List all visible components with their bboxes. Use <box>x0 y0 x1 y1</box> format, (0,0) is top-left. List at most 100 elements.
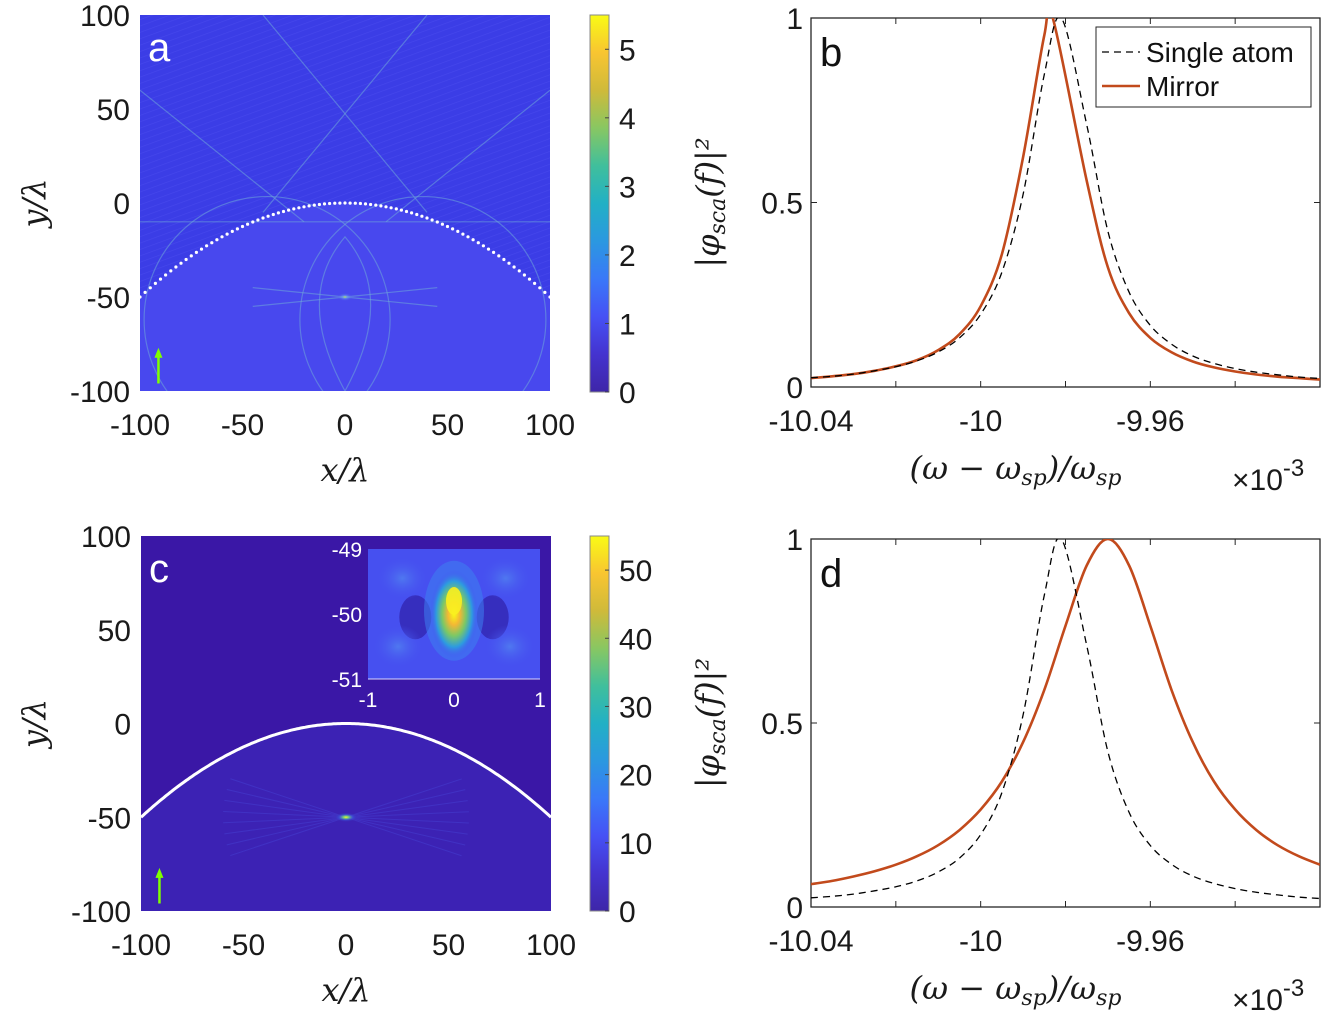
caustic-line <box>140 89 305 223</box>
mirror-dot <box>379 204 383 208</box>
series-lines-d <box>811 539 1320 900</box>
mirror-dot <box>297 206 301 210</box>
inset-side-lobe <box>483 624 536 669</box>
colorbar-tick-label: 1 <box>619 308 636 341</box>
label-part: |φ <box>689 234 727 268</box>
x-tick-label: 50 <box>432 929 465 962</box>
mirror-dot <box>543 290 547 294</box>
y-tick-label: -50 <box>88 802 131 835</box>
y-axis-label-c: y/λ <box>15 699 53 750</box>
multiplier-text: ×10-3 <box>1232 455 1304 497</box>
mirror-dot <box>420 214 424 218</box>
panel-label-b: b <box>820 31 842 75</box>
colorbar-gradient <box>589 535 610 912</box>
x-multiplier-b: ×10-3 <box>1232 455 1304 497</box>
x-tick-label: -10.04 <box>768 925 853 958</box>
mirror-dot <box>404 209 409 214</box>
multiplier-text: ×10-3 <box>1232 975 1304 1017</box>
mirror-dot <box>164 273 168 277</box>
inset-x-tick-label: 0 <box>448 689 460 712</box>
y-tick-label: 100 <box>81 521 131 554</box>
legend-entry-single-atom: Single atom <box>1146 37 1294 68</box>
mirror-dot <box>538 286 542 290</box>
multiplier-base: ×10 <box>1232 464 1283 497</box>
mirror-dot <box>353 201 357 205</box>
panel-label-a: a <box>148 26 171 70</box>
inset-x-tick-label: -1 <box>359 689 378 712</box>
x-axis-label-text: (ω − ωsp)/ωsp <box>910 969 1122 1011</box>
x-tick-labels-c: -100 -50 0 50 100 <box>111 929 576 962</box>
axis-ticks-b <box>810 17 1320 388</box>
mirror-dot <box>148 286 152 290</box>
colorbar-tick-label: 0 <box>619 377 636 410</box>
mirror-dot <box>548 295 550 299</box>
incident-arrow-icon-c <box>155 867 164 904</box>
label-part: )/ω <box>1046 449 1096 487</box>
inset-image <box>372 556 536 669</box>
x-tick-labels-b: -10.04 -10 -9.96 <box>768 405 1184 438</box>
mirror-dot <box>210 241 214 245</box>
mirror-dot <box>153 281 157 285</box>
mirror-dot <box>287 208 291 212</box>
panel-c-heatmap: -1 0 1-51-50-49 c -100 -50 0 50 100 -100-50050… <box>15 521 652 1009</box>
mirror-dot <box>476 241 480 245</box>
mirror-dot <box>363 202 368 206</box>
legend-entry-mirror: Mirror <box>1146 71 1219 102</box>
y-tick-label: 0 <box>113 188 130 221</box>
inset-y-tick-label: -51 <box>332 669 362 692</box>
x-axis-label-d: (ω − ωsp)/ωsp <box>910 969 1122 1011</box>
mirror-dotted-parabola-a <box>140 201 550 299</box>
y-tick-label: 0.5 <box>761 188 803 221</box>
mirror-dot <box>440 222 444 226</box>
mirror-dot <box>471 238 475 242</box>
mirror-dot <box>466 235 470 239</box>
series-line-single-atom <box>811 539 1320 900</box>
x-tick-label: 0 <box>338 929 355 962</box>
mirror-dot <box>533 281 537 285</box>
y-axis-label-text: |φsca(f)|² <box>689 658 731 788</box>
caustic-arc <box>143 195 391 391</box>
mirror-dot <box>358 201 362 206</box>
mirror-dot <box>194 250 198 254</box>
colorbar-tick-label: 50 <box>619 555 652 588</box>
mirror-dot <box>215 238 219 242</box>
mirror-solid-parabola-c <box>141 722 551 819</box>
inset-peak-core <box>446 587 462 615</box>
x-tick-label: 50 <box>431 409 464 442</box>
mirror-dot <box>240 224 245 229</box>
mirror-dot <box>322 202 327 206</box>
caustic-line <box>385 89 550 223</box>
subscript: sp <box>1021 986 1046 1011</box>
y-tick-label: 0 <box>786 372 803 405</box>
mirror-dot <box>205 244 209 248</box>
series-line-mirror <box>811 539 1320 886</box>
colorbar-gradient <box>589 14 610 393</box>
mirror-dot <box>328 201 332 206</box>
panel-a-heatmap: a -100 -50 0 50 100 -100 -50 0 50 100 x/λ y/λ 0 1… <box>15 0 636 489</box>
mirror-dot <box>225 232 229 236</box>
x-tick-label: -50 <box>221 409 264 442</box>
incident-arrow-icon-a <box>154 347 163 384</box>
y-tick-label: 0 <box>114 709 131 742</box>
mirror-dot <box>302 205 306 209</box>
y-tick-label: -100 <box>70 376 130 409</box>
mirror-dot <box>312 203 316 207</box>
x-tick-label: -9.96 <box>1116 925 1184 958</box>
mirror-dot <box>492 250 496 254</box>
multiplier-exponent: -3 <box>1283 975 1304 1002</box>
caustic-lens <box>318 235 372 391</box>
mirror-dot <box>451 227 455 231</box>
mirror-dot <box>497 254 501 258</box>
mirror-dot <box>343 201 347 205</box>
plot-frame-d <box>810 538 1321 908</box>
colorbar-a: 0 1 2 3 4 5 <box>589 14 636 410</box>
mirror-dot <box>256 218 260 222</box>
mirror-dot <box>271 212 275 217</box>
mirror-dot <box>430 218 434 222</box>
x-tick-label: 100 <box>525 409 575 442</box>
y-tick-labels-c: -100 -50 0 50 100 <box>71 521 131 929</box>
heatmap-a-image <box>140 15 550 391</box>
x-axis-label-a: x/λ <box>320 451 369 489</box>
subscript: sp <box>1096 466 1121 491</box>
